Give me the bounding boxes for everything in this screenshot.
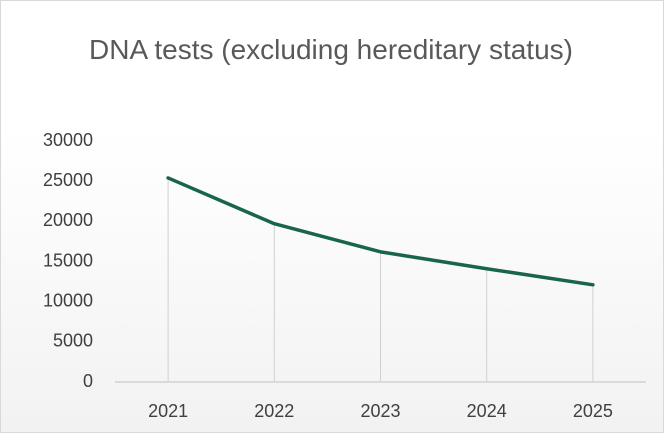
x-tick-label: 2023 xyxy=(360,401,400,421)
line xyxy=(166,176,595,287)
y-tick-label: 30000 xyxy=(43,130,93,150)
y-tick-label: 5000 xyxy=(53,331,93,351)
x-tick-label: 2022 xyxy=(254,401,294,421)
x-tick-label: 2021 xyxy=(148,401,188,421)
y-tick-label: 20000 xyxy=(43,210,93,230)
x-tick-label: 2024 xyxy=(467,401,507,421)
y-tick-label: 15000 xyxy=(43,250,93,270)
y-tick-label: 10000 xyxy=(43,290,93,310)
y-tick-label: 0 xyxy=(83,371,93,391)
x-tick-label: 2025 xyxy=(573,401,613,421)
chart-title: DNA tests (excluding hereditary status) xyxy=(89,34,573,65)
y-tick-label: 25000 xyxy=(43,170,93,190)
